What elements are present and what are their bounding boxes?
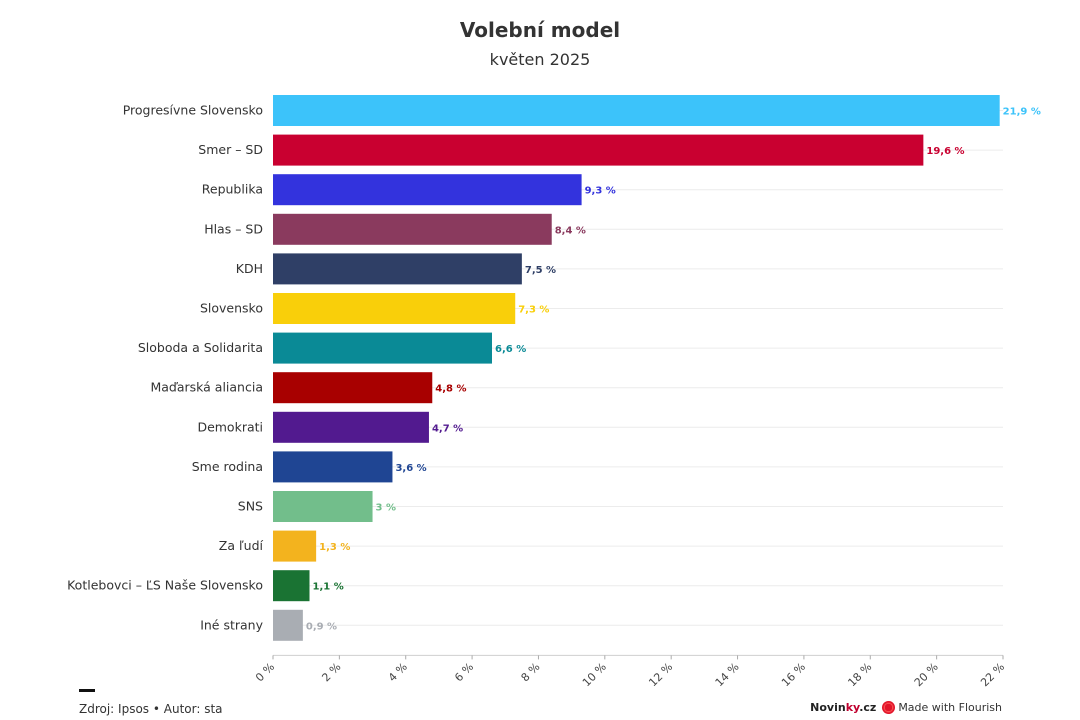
value-label: 3 % (376, 503, 396, 514)
category-label: KDH (236, 261, 263, 276)
category-label: Progresívne Slovensko (123, 103, 263, 118)
value-label: 19,6 % (926, 146, 964, 157)
bar (273, 451, 393, 483)
x-tick-label: 0 % (253, 660, 277, 684)
category-label: Smer – SD (198, 142, 263, 157)
x-tick-label: 18 % (845, 660, 874, 689)
category-label: SNS (238, 499, 263, 514)
value-label: 3,6 % (395, 463, 426, 474)
bar-chart: Progresívne Slovensko 21,9 % Smer – SD 19,6… (67, 95, 1041, 689)
category-label: Maďarská aliancia (150, 380, 263, 395)
category-label: Slovensko (200, 301, 263, 316)
x-tick-label: 8 % (519, 660, 543, 684)
brand-tld: .cz (859, 701, 877, 714)
bar (273, 491, 373, 522)
bar (273, 95, 1000, 126)
chart-subtitle: květen 2025 (489, 50, 591, 69)
category-label: Hlas – SD (204, 221, 263, 236)
value-label: 21,9 % (1003, 107, 1041, 118)
flourish-credit[interactable]: Made with Flourish (882, 701, 1002, 714)
bar (273, 174, 582, 206)
category-label: Za ľudí (219, 538, 264, 553)
brand-accent: ky (845, 701, 860, 714)
x-tick-label: 12 % (646, 660, 675, 689)
novinky-logo[interactable]: Novinky.cz (810, 701, 876, 714)
value-label: 0,9 % (306, 621, 337, 632)
category-label: Republika (202, 182, 263, 197)
bar (273, 609, 303, 641)
bar (273, 134, 924, 166)
bar (273, 411, 429, 443)
brand-main: Novin (810, 701, 846, 714)
value-label: 9,3 % (585, 186, 616, 197)
flourish-label: Made with Flourish (898, 701, 1002, 714)
bar (273, 253, 522, 285)
footer-branding: Novinky.cz Made with Flourish (810, 701, 1002, 714)
x-tick-label: 20 % (912, 660, 941, 689)
category-label: Demokrati (197, 419, 263, 434)
footer-source: Zdroj: Ipsos • Autor: sta (79, 702, 223, 716)
category-label: Kotlebovci – ĽS Naše Slovensko (67, 578, 263, 593)
value-label: 4,7 % (432, 423, 463, 434)
value-label: 1,1 % (313, 582, 344, 593)
x-tick-label: 16 % (779, 660, 808, 689)
bar (273, 332, 492, 364)
value-label: 8,4 % (555, 225, 586, 236)
value-label: 4,8 % (435, 384, 466, 395)
value-label: 6,6 % (495, 344, 526, 355)
value-label: 7,5 % (525, 265, 556, 276)
footer-rule (79, 689, 95, 692)
category-label: Sme rodina (192, 459, 263, 474)
x-tick-label: 22 % (978, 660, 1007, 689)
x-tick-label: 14 % (713, 660, 742, 689)
value-label: 1,3 % (319, 542, 350, 553)
bar (273, 293, 516, 324)
category-label: Iné strany (200, 617, 263, 632)
x-tick-label: 6 % (452, 660, 476, 684)
bar (273, 570, 310, 602)
bar (273, 372, 433, 404)
bar (273, 213, 552, 245)
value-label: 7,3 % (518, 305, 549, 316)
category-label: Sloboda a Solidarita (138, 340, 263, 355)
x-tick-label: 4 % (386, 660, 410, 684)
chart-title: Volební model (459, 18, 621, 42)
x-tick-label: 10 % (580, 660, 609, 689)
x-tick-label: 2 % (319, 660, 343, 684)
bar (273, 530, 317, 562)
flourish-icon (882, 701, 896, 714)
